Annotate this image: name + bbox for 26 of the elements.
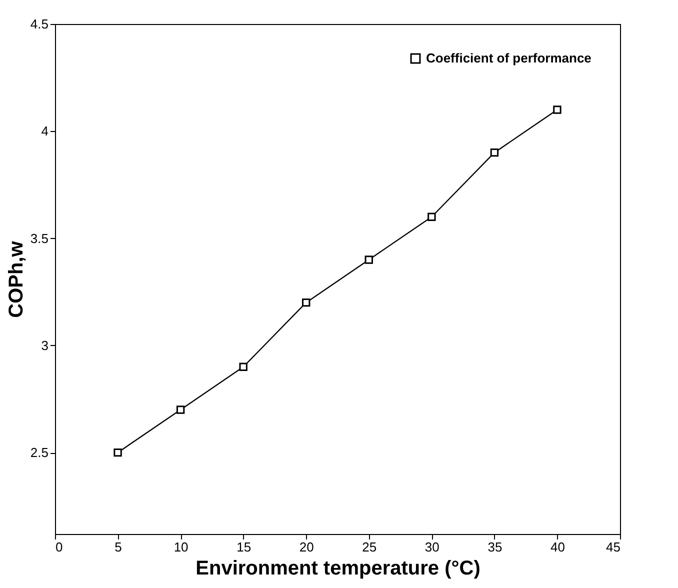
y-tick-label: 3 — [41, 338, 48, 353]
x-tick-label: 45 — [606, 540, 620, 554]
x-tick-label: 5 — [114, 540, 122, 554]
x-tick-label: 30 — [424, 540, 440, 554]
x-axis-title: Environment temperature (°C) — [196, 558, 480, 580]
point — [364, 256, 373, 264]
x-tick-label: 15 — [236, 540, 252, 554]
point — [114, 448, 122, 457]
point — [239, 362, 248, 371]
y-tick-label: 4 — [41, 124, 48, 139]
x-tick-label: 40 — [550, 540, 565, 554]
point — [490, 148, 499, 157]
point — [428, 212, 436, 221]
y-tick-label: 3.5 — [30, 230, 48, 246]
point — [302, 298, 310, 307]
y-tick-label: 2.5 — [30, 445, 48, 460]
x-tick-label: 25 — [362, 540, 377, 554]
x-tick-label: 10 — [174, 540, 188, 554]
legend-label: Coefficient of performance — [426, 50, 592, 66]
x-tick-label: 0 — [56, 540, 63, 554]
x-tick-label: 20 — [299, 540, 314, 554]
x-tick-label: 35 — [488, 540, 502, 554]
point — [176, 406, 185, 414]
y-axis-title: COPh,w — [5, 240, 28, 318]
y-tick-label: 4.5 — [30, 16, 48, 32]
point — [553, 106, 562, 114]
